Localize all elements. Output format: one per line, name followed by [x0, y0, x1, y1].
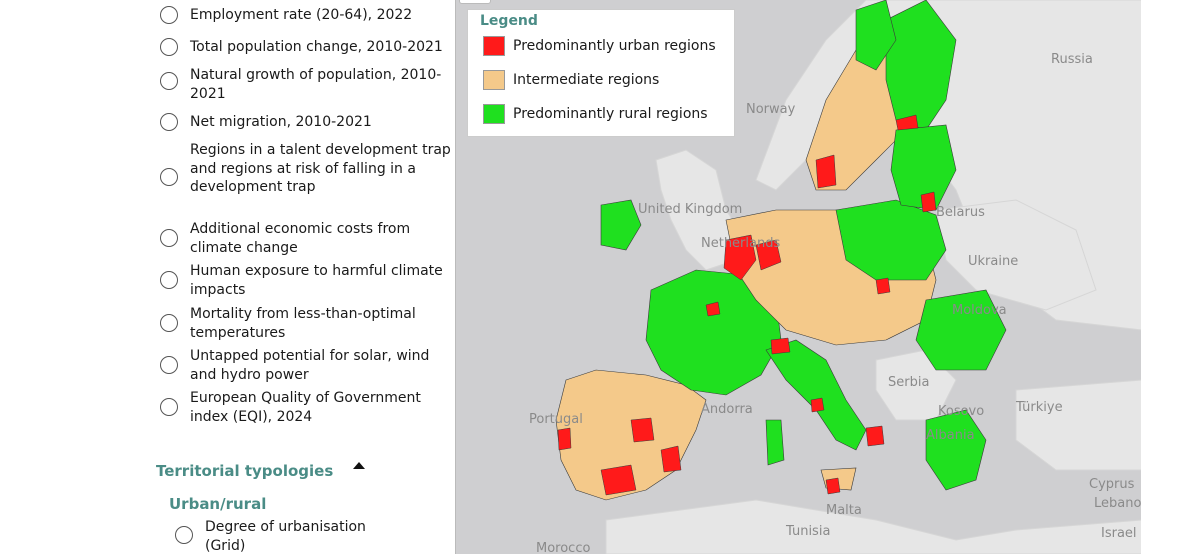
radio-button[interactable] — [160, 72, 178, 90]
legend-item-intermediate: Intermediate regions — [483, 70, 659, 90]
map-label-united-kingdom: United Kingdom — [638, 202, 743, 217]
map-label-andorra: Andorra — [701, 402, 753, 417]
radio-button[interactable] — [160, 314, 178, 332]
legend-item-rural: Predominantly rural regions — [483, 104, 708, 124]
urban-milan — [770, 337, 791, 355]
region-italy — [765, 339, 867, 451]
radio-button[interactable] — [160, 6, 178, 24]
map-label-serbia: Serbia — [888, 375, 930, 390]
urban-benelux — [723, 234, 757, 281]
region-ireland — [600, 199, 642, 251]
urban-lisbon — [557, 427, 572, 451]
map-view[interactable]: Russia Norway United Kingdom Belarus Ukr… — [455, 0, 1142, 554]
urban-naples — [865, 425, 885, 447]
urban-paris — [705, 301, 721, 317]
layer-option-label: Net migration, 2010-2021 — [190, 114, 372, 130]
map-label-cyprus: Cyprus — [1089, 477, 1135, 492]
layer-option-mortality-temperatures[interactable]: Mortality from less-than-optimal tempera… — [160, 306, 416, 341]
legend-label: Predominantly rural regions — [513, 106, 708, 122]
collapse-caret-icon[interactable] — [353, 462, 365, 469]
layer-option-employment-rate[interactable]: Employment rate (20-64), 2022 — [160, 6, 412, 24]
layer-option-label: Human exposure to harmful climate impact… — [190, 263, 443, 298]
region-sweden-north — [855, 0, 897, 71]
urban-ruhr — [755, 239, 782, 271]
urban-warsaw — [875, 277, 891, 295]
urban-andalusia — [600, 464, 637, 496]
subsection-title-urban-rural: Urban/rural — [169, 495, 267, 513]
urban-stockholm — [815, 154, 837, 189]
map-label-malta: Malta — [826, 503, 862, 518]
map-label-netherlands: Netherlands — [701, 236, 781, 251]
map-label-moldova: Moldova — [952, 303, 1007, 318]
map-label-ukraine: Ukraine — [968, 254, 1019, 269]
map-label-turkiye: Türkiye — [1016, 400, 1063, 415]
region-finland — [885, 0, 957, 131]
land-africa — [605, 499, 1142, 554]
layer-option-total-population-change[interactable]: Total population change, 2010-2021 — [160, 38, 443, 56]
radio-button[interactable] — [160, 168, 178, 186]
right-margin — [1141, 0, 1200, 554]
land-turkiye — [1015, 379, 1142, 471]
layer-option-label: Regions in a talent development trap and… — [190, 142, 451, 195]
legend-item-urban: Predominantly urban regions — [483, 36, 716, 56]
radio-button[interactable] — [160, 271, 178, 289]
legend-label: Intermediate regions — [513, 72, 660, 88]
land-ukraine — [935, 199, 1097, 311]
urban-riga — [920, 191, 937, 213]
map-label-israel: Israel — [1101, 526, 1137, 541]
layer-option-talent-development-trap[interactable]: Regions in a talent development trap and… — [160, 142, 451, 195]
layer-option-degree-of-urbanisation[interactable]: Degree of urbanisation (Grid) — [175, 519, 366, 554]
layer-option-untapped-potential-power[interactable]: Untapped potential for solar, wind and h… — [160, 348, 429, 383]
legend-swatch — [483, 70, 505, 90]
urban-malta — [825, 477, 841, 495]
map-label-belarus: Belarus — [936, 205, 985, 220]
layer-option-natural-growth[interactable]: Natural growth of population, 2010-2021 — [160, 67, 441, 102]
region-romania — [915, 289, 1007, 371]
map-label-norway: Norway — [746, 102, 796, 117]
legend-label: Predominantly urban regions — [513, 38, 716, 54]
legend-title: Legend — [480, 13, 538, 29]
layer-option-human-exposure-climate[interactable]: Human exposure to harmful climate impact… — [160, 263, 443, 298]
region-sardinia — [765, 419, 785, 466]
layer-option-label: Mortality from less-than-optimal tempera… — [190, 306, 416, 341]
layer-option-label: Untapped potential for solar, wind and h… — [190, 348, 430, 383]
layer-option-quality-of-government[interactable]: European Quality of Government index (EQ… — [160, 390, 421, 425]
map-canvas — [555, 0, 1142, 554]
urban-helsinki — [895, 114, 919, 131]
radio-button[interactable] — [160, 38, 178, 56]
map-label-albania: Albania — [926, 428, 975, 443]
map-label-lebanon: Lebanon — [1094, 496, 1142, 511]
layer-option-label: Natural growth of population, 2010-2021 — [190, 67, 442, 102]
urban-valencia — [660, 445, 682, 473]
legend-swatch — [483, 36, 505, 56]
layer-option-label: Total population change, 2010-2021 — [190, 39, 443, 55]
map-label-kosovo: Kosovo — [938, 404, 985, 419]
urban-rome — [810, 397, 825, 413]
radio-button[interactable] — [160, 229, 178, 247]
map-label-tunisia: Tunisia — [786, 524, 831, 539]
map-label-russia: Russia — [1051, 52, 1093, 67]
radio-button[interactable] — [175, 526, 193, 544]
layer-option-label: Degree of urbanisation (Grid) — [205, 519, 366, 554]
map-label-morocco: Morocco — [536, 541, 591, 554]
map-label-portugal: Portugal — [529, 412, 583, 427]
region-france — [645, 269, 782, 396]
region-greece — [925, 409, 987, 491]
radio-button[interactable] — [160, 356, 178, 374]
radio-button[interactable] — [160, 398, 178, 416]
radio-button[interactable] — [160, 113, 178, 131]
layer-sidebar: Employment rate (20-64), 2022 Total popu… — [0, 0, 455, 554]
layer-option-net-migration[interactable]: Net migration, 2010-2021 — [160, 113, 372, 131]
layer-option-label: European Quality of Government index (EQ… — [190, 390, 421, 425]
layer-option-label: Employment rate (20-64), 2022 — [190, 7, 413, 23]
layer-option-label: Additional economic costs from climate c… — [190, 221, 411, 256]
layer-option-economic-costs-climate[interactable]: Additional economic costs from climate c… — [160, 221, 410, 256]
map-control-tab[interactable] — [459, 0, 491, 4]
map-legend: Legend Predominantly urban regions Inter… — [467, 9, 735, 137]
section-title-territorial-typologies[interactable]: Territorial typologies — [156, 462, 334, 480]
legend-swatch — [483, 104, 505, 124]
urban-madrid — [630, 417, 655, 443]
